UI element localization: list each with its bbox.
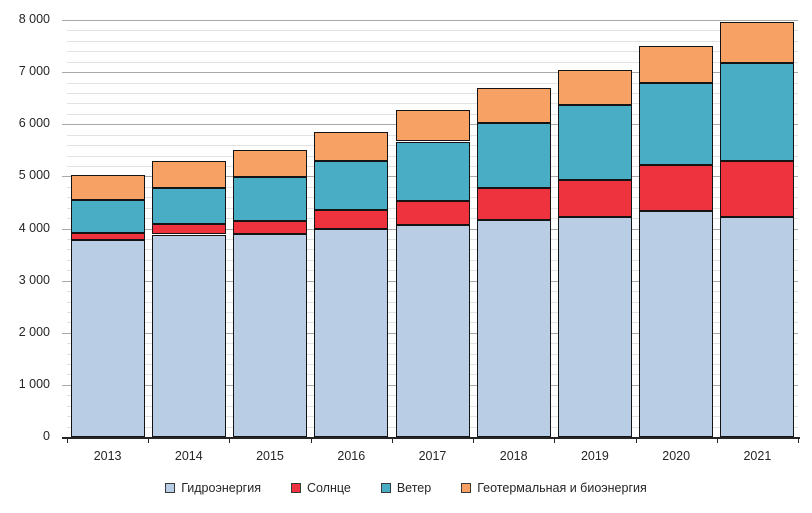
x-axis-tick-label: 2019 [580, 449, 609, 463]
x-axis-tick-label: 2015 [256, 449, 284, 463]
bar-segment-Солнце [639, 165, 714, 212]
gridline-minor [67, 103, 798, 105]
bar-segment-Геотермальная и биоэнергия [314, 132, 389, 162]
gridline-minor [67, 93, 798, 94]
y-axis-tick-label: 6 000 [18, 116, 50, 131]
bar-segment-Ветер [233, 176, 308, 221]
x-axis-line [62, 437, 800, 439]
bar-segment-Ветер [720, 62, 795, 162]
bar-segment-Солнце [151, 223, 226, 235]
bar-segment-Солнце [557, 180, 632, 217]
bar-segment-Ветер [557, 105, 632, 181]
bar-segment-Гидроэнергия [557, 217, 632, 437]
gridline-major [62, 20, 798, 21]
y-axis-tick-label: 2 000 [18, 324, 50, 339]
y-axis-tick-label: 3 000 [18, 272, 50, 287]
bar-segment-Геотермальная и биоэнергия [151, 160, 226, 189]
bar-segment-Геотермальная и биоэнергия [639, 46, 714, 84]
bar-segment-Ветер [314, 161, 389, 211]
x-axis-tick-label: 2014 [174, 449, 203, 463]
x-axis-tick [554, 438, 556, 443]
bar-segment-Гидроэнергия [476, 219, 551, 437]
bar-segment-Ветер [639, 83, 714, 166]
bar-segment-Геотермальная и биоэнергия [557, 69, 632, 105]
bar-segment-Гидроэнергия [720, 216, 795, 437]
legend-item: Солнце [290, 481, 351, 495]
bar-segment-Ветер [395, 141, 470, 202]
bar-segment-Гидроэнергия [395, 224, 470, 437]
x-axis-tick-label: 2021 [743, 449, 772, 463]
legend-label: Геотермальная и биоэнергия [477, 481, 647, 495]
legend-swatch [165, 483, 176, 493]
y-axis-tick-label: 4 000 [18, 220, 50, 235]
bar-segment-Ветер [70, 200, 145, 233]
gridline-major [62, 72, 798, 74]
bar-segment-Солнце [395, 201, 470, 225]
x-axis-tick [148, 438, 150, 443]
bar-segment-Гидроэнергия [70, 240, 145, 437]
x-axis-tick-label: 2017 [418, 449, 447, 463]
x-axis-tick [635, 438, 637, 443]
x-axis-tick [473, 438, 475, 443]
gridline-minor [67, 30, 798, 32]
chart-legend: Гидроэнергия Солнце Ветер Геотермальная и б… [0, 481, 812, 495]
bar-segment-Геотермальная и биоэнергия [395, 110, 470, 142]
legend-item: Гидроэнергия [165, 481, 261, 495]
legend-label: Гидроэнергия [181, 481, 261, 495]
y-axis-tick-label: 1 000 [18, 376, 50, 391]
y-axis-tick-label: 8 000 [18, 12, 50, 26]
x-axis-tick [229, 438, 231, 443]
y-axis-tick-label: 7 000 [18, 64, 50, 79]
bar-segment-Гидроэнергия [639, 211, 714, 437]
x-axis-tick [391, 438, 393, 443]
legend-item: Ветер [380, 481, 432, 495]
bar-segment-Солнце [70, 232, 145, 240]
legend-swatch [380, 483, 391, 493]
bar-segment-Солнце [720, 161, 795, 217]
gridline-minor [67, 82, 798, 84]
legend-label: Солнце [306, 481, 351, 495]
bar-segment-Гидроэнергия [233, 234, 308, 437]
bar-segment-Геотермальная и биоэнергия [720, 21, 795, 63]
bar-segment-Солнце [314, 210, 389, 230]
x-axis-tick-label: 2020 [662, 449, 691, 463]
bar-segment-Ветер [476, 122, 551, 188]
x-axis-tick-label: 2013 [93, 449, 122, 463]
legend-swatch [290, 483, 301, 493]
legend-item: Геотермальная и биоэнергия [461, 481, 647, 495]
bar-segment-Солнце [233, 220, 308, 235]
bar-segment-Геотермальная и биоэнергия [233, 149, 308, 177]
gridline-minor [67, 61, 798, 63]
bar-segment-Геотермальная и биоэнергия [70, 174, 145, 201]
bar-segment-Геотермальная и биоэнергия [476, 88, 551, 123]
x-axis-tick [310, 438, 312, 443]
x-axis-tick [798, 438, 799, 443]
x-axis-tick-label: 2018 [499, 449, 528, 463]
x-axis-tick-label: 2016 [337, 449, 366, 463]
bar-segment-Ветер [151, 188, 226, 224]
bar-segment-Солнце [476, 187, 551, 220]
legend-swatch [461, 483, 472, 493]
bar-segment-Гидроэнергия [151, 234, 226, 437]
bar-segment-Гидроэнергия [314, 229, 389, 437]
y-axis-tick-label: 5 000 [18, 168, 50, 183]
x-axis-tick [716, 438, 718, 443]
gridline-minor [67, 40, 798, 42]
y-axis-tick-label: 0 [43, 429, 50, 443]
legend-label: Ветер [396, 481, 432, 495]
x-axis-tick [67, 438, 68, 443]
gridline-minor [67, 51, 798, 53]
